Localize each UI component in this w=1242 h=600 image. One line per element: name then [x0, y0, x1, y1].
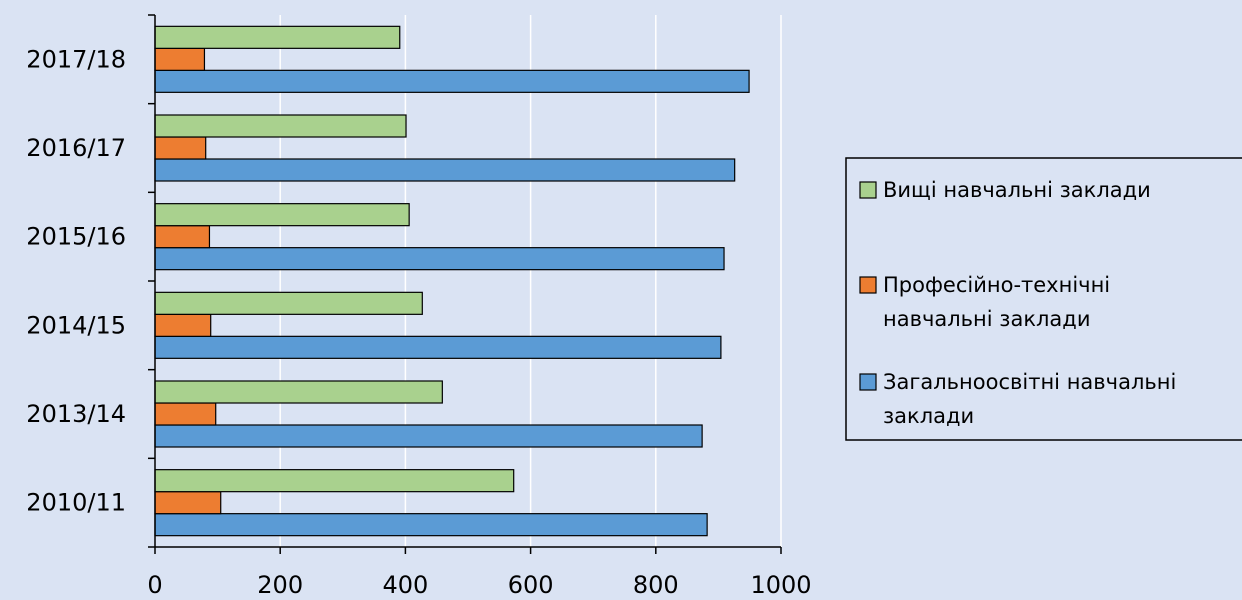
x-tick-label: 200	[257, 571, 303, 599]
bar	[154, 335, 722, 359]
legend-label: Професійно-технічні навчальні заклади	[883, 273, 1110, 331]
y-tick-label: 2013/14	[26, 400, 126, 428]
bar	[154, 513, 708, 537]
bar	[154, 469, 515, 493]
legend-label: Загальноосвітні навчальні заклади	[883, 370, 1176, 428]
legend: Вищі навчальні заклади Професійно-технічн…	[845, 157, 1242, 441]
bar	[154, 114, 407, 138]
bar	[154, 424, 703, 448]
bar	[154, 158, 736, 182]
bar	[154, 402, 217, 426]
legend-swatch	[859, 373, 877, 391]
bars	[154, 25, 750, 537]
x-tick-label: 800	[633, 571, 679, 599]
x-tick-label: 0	[147, 571, 162, 599]
legend-label: Вищі навчальні заклади	[883, 178, 1151, 202]
bar	[154, 25, 401, 49]
bar	[154, 69, 750, 93]
y-tick-label: 2014/15	[26, 311, 126, 339]
bar	[154, 313, 212, 337]
bar	[154, 47, 206, 71]
x-tick-label: 1000	[750, 571, 811, 599]
axes: 2010/11 2013/14 2014/15 2015/16 2016/17 2017/…	[26, 14, 812, 599]
bar	[154, 203, 410, 227]
gridlines	[279, 15, 782, 547]
x-tick-label: 600	[508, 571, 554, 599]
y-tick-label: 2010/11	[26, 489, 126, 517]
bar	[154, 136, 207, 160]
legend-swatch	[859, 181, 877, 199]
bar	[154, 225, 211, 249]
bar	[154, 380, 443, 404]
bar	[154, 491, 222, 515]
y-tick-label: 2016/17	[26, 134, 126, 162]
legend-swatch	[859, 276, 877, 294]
y-tick-label: 2017/18	[26, 45, 126, 73]
legend-box	[845, 157, 1242, 441]
bar	[154, 291, 423, 315]
y-tick-label: 2015/16	[26, 223, 126, 251]
bar	[154, 247, 725, 271]
x-tick-label: 400	[382, 571, 428, 599]
